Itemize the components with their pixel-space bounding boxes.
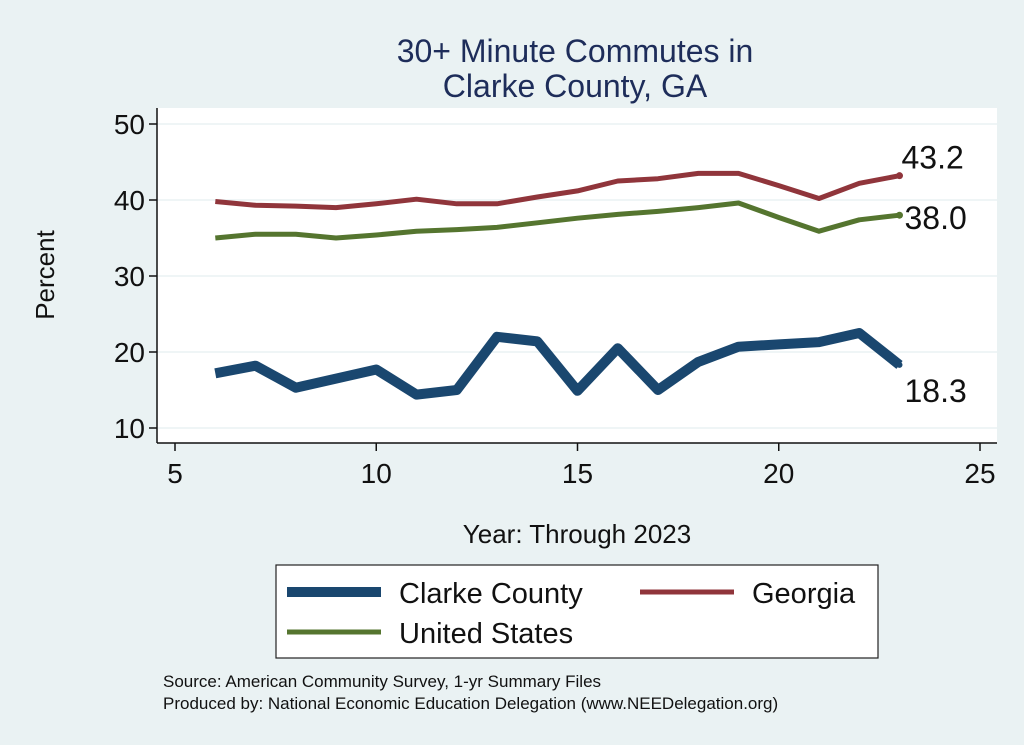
series-line-clarke-county [214,328,903,400]
chart-title-line-1: 30+ Minute Commutes in [397,33,754,69]
end-label-georgia: 43.2 [902,140,964,176]
grid-layer [157,123,997,429]
legend-label-united-states: United States [399,618,573,650]
end-label-united-states: 38.0 [905,200,967,236]
series-line-united-states [215,200,900,241]
axis-layer: 10 20 30 40 50 5 10 15 20 25 [114,108,997,489]
legend-item-clarke-county: Clarke County [287,578,583,610]
producer-note: Produced by: National Economic Education… [163,694,778,713]
x-axis-title: Year: Through 2023 [463,519,691,549]
y-tick-label-10: 10 [114,413,145,444]
legend-box [275,564,879,659]
source-note: Source: American Community Survey, 1-yr … [163,672,601,691]
legend-label-georgia: Georgia [752,578,856,610]
y-tick-label-30: 30 [114,261,145,292]
series-layer [214,170,903,400]
y-axis-title: Percent [30,229,60,319]
x-tick-label-15: 15 [562,458,593,489]
legend-item-united-states: United States [287,618,573,650]
end-label-clarke-county: 18.3 [905,373,967,409]
chart-title-line-2: Clarke County, GA [443,68,708,104]
series-line-georgia [215,170,900,211]
y-tick-label-40: 40 [114,185,145,216]
x-tick-label-10: 10 [361,458,392,489]
x-tick-label-20: 20 [763,458,794,489]
x-tick-label-5: 5 [167,458,183,489]
y-tick-label-50: 50 [114,109,145,140]
legend-item-georgia: Georgia [640,578,856,610]
series-end-marker-united-states [896,211,903,219]
series-end-marker-georgia [896,172,903,180]
label-layer: 18.3 43.2 38.0 [902,140,967,409]
legend-label-clarke-county: Clarke County [399,578,583,610]
series-end-marker-clarke-county [896,361,903,368]
y-tick-label-20: 20 [114,337,145,368]
x-tick-label-25: 25 [964,458,995,489]
